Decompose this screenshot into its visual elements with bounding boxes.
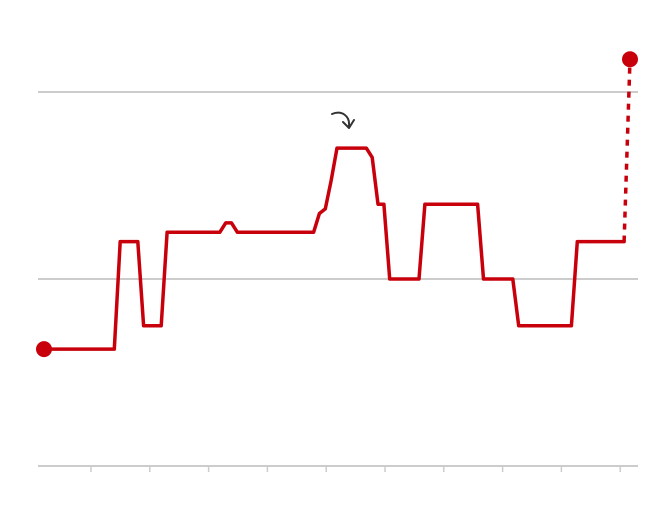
series-start-point-0 [36,341,52,358]
series-layer [36,51,638,358]
gridlines [38,91,638,280]
annotation-layer [331,111,355,129]
peak-annotation-arrow-icon [331,111,355,129]
series-projection-line-0 [622,59,632,242]
series-line-0 [42,146,626,351]
series-end-point-0 [622,51,638,68]
x-axis [38,465,638,472]
